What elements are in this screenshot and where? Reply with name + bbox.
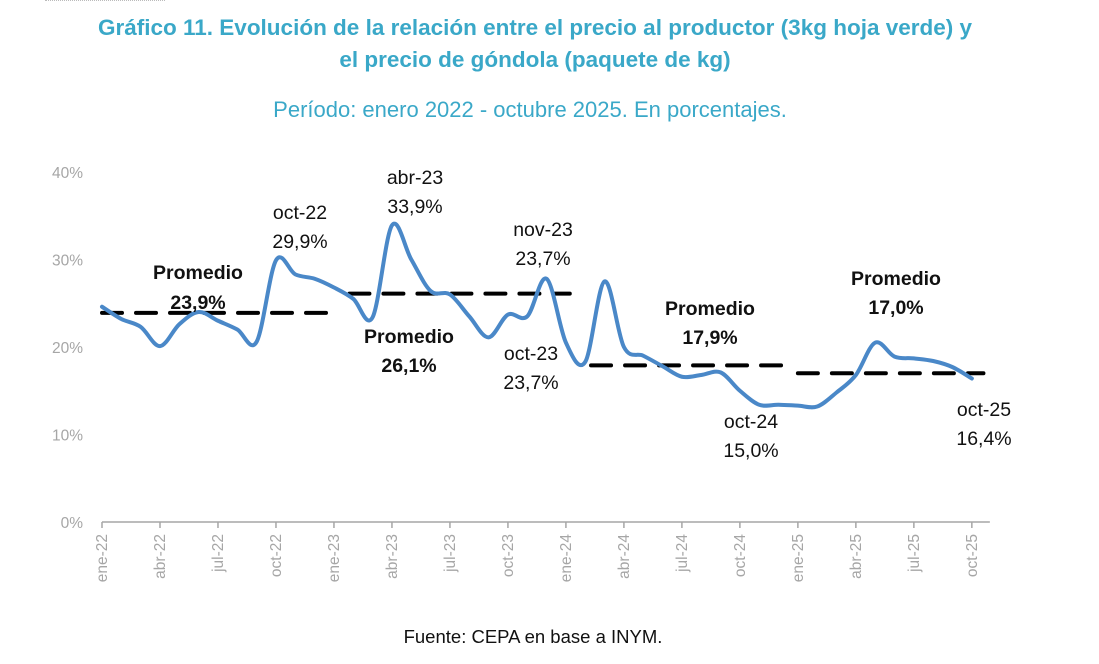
average-value: 17,9%	[682, 327, 737, 349]
x-tick-label: oct-23	[500, 534, 517, 577]
y-axis: 0% 10% 20% 30% 40%	[52, 165, 83, 532]
average-label: Promedio	[851, 268, 941, 290]
annotation-value: 29,9%	[272, 231, 327, 253]
y-tick-label: 20%	[52, 340, 83, 357]
annotation-month: oct-24	[724, 411, 778, 433]
x-tick-label: jul-24	[674, 534, 691, 573]
annotation-month: nov-23	[513, 219, 573, 241]
series-line	[100, 221, 974, 410]
annotation-value: 33,9%	[387, 196, 442, 218]
average-label: Promedio	[153, 262, 243, 284]
x-tick-label: abr-22	[152, 534, 169, 579]
x-axis: ene-22 abr-22 jul-22 oct-22 ene-23 abr-23 jul-…	[94, 521, 990, 583]
average-value: 26,1%	[381, 355, 436, 377]
annotation-value: 23,7%	[503, 372, 558, 394]
average-value: 23,9%	[170, 292, 225, 314]
x-tick-label: oct-25	[964, 534, 981, 577]
x-tick-label: jul-22	[210, 534, 227, 573]
x-tick-label: ene-22	[94, 534, 111, 582]
series-group	[100, 221, 974, 410]
chart-title-line-1: Gráfico 11. Evolución de la relación ent…	[97, 15, 973, 40]
y-tick-label: 0%	[61, 515, 84, 532]
annotation-month: oct-22	[273, 202, 327, 224]
average-lines	[100, 291, 986, 376]
x-tick-label: abr-23	[384, 534, 401, 579]
y-tick-label: 10%	[52, 428, 83, 445]
annotation-value: 16,4%	[956, 428, 1011, 450]
x-tick-label: abr-25	[848, 534, 865, 579]
x-tick-label: jul-23	[442, 534, 459, 573]
average-value: 17,0%	[868, 297, 923, 319]
average-label: Promedio	[364, 326, 454, 348]
annotation-value: 23,7%	[515, 248, 570, 270]
x-tick-label: ene-24	[558, 534, 575, 583]
x-tick-label: oct-24	[732, 534, 749, 577]
average-label: Promedio	[665, 298, 755, 320]
annotation-month: abr-23	[387, 167, 443, 189]
annotations: oct-22 29,9% abr-23 33,9% nov-23 23,7% oct-23 2…	[153, 167, 1012, 462]
annotation-month: oct-23	[504, 343, 558, 365]
x-tick-label: jul-25	[906, 534, 923, 573]
chart-subtitle: Período: enero 2022 - octubre 2025. En p…	[273, 97, 787, 122]
chart-title-line-2: el precio de góndola (paquete de kg)	[339, 47, 731, 72]
x-tick-label: oct-22	[268, 534, 285, 577]
chart-title: Gráfico 11. Evolución de la relación ent…	[0, 12, 1070, 76]
y-tick-label: 30%	[52, 253, 83, 270]
annotation-value: 15,0%	[723, 440, 778, 462]
annotation-month: oct-25	[957, 399, 1011, 421]
top-cropped-text	[45, 0, 165, 4]
y-tick-label: 40%	[52, 165, 83, 182]
source-note: Fuente: CEPA en base a INYM.	[403, 626, 663, 647]
x-tick-label: ene-25	[790, 534, 807, 582]
x-tick-label: ene-23	[326, 534, 343, 582]
x-tick-label: abr-24	[616, 534, 633, 579]
